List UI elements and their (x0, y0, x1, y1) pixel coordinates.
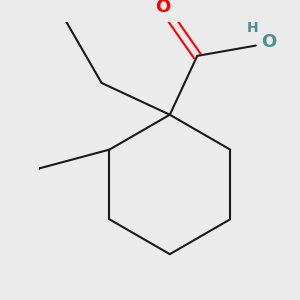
Text: H: H (246, 21, 258, 35)
Text: O: O (261, 33, 277, 51)
Text: O: O (156, 0, 171, 16)
